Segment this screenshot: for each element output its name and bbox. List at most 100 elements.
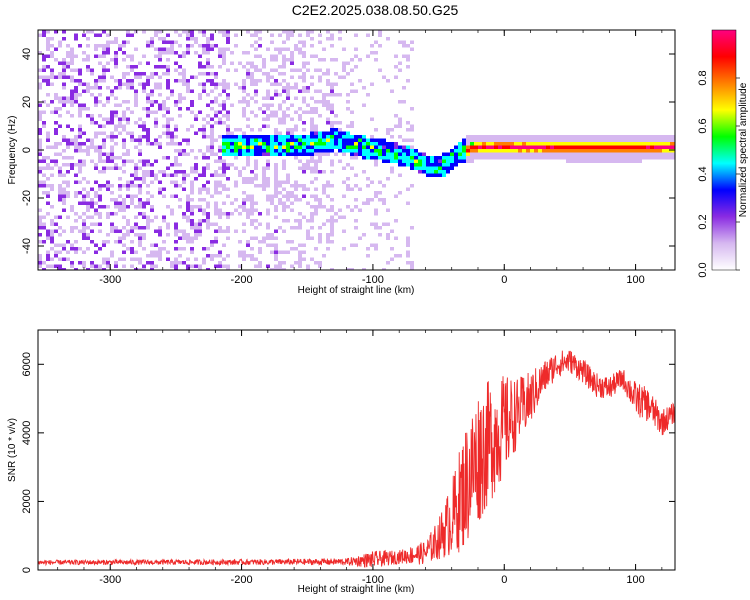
spectrogram-cell xyxy=(378,156,382,160)
spectrogram-cell xyxy=(54,107,58,111)
spectrogram-cell xyxy=(186,30,190,34)
spectrogram-cell xyxy=(434,163,438,167)
spectrogram-cell xyxy=(270,149,274,153)
spectrogram-cell xyxy=(314,107,318,111)
spectrogram-cell xyxy=(262,65,266,69)
spectrogram-cell xyxy=(410,96,414,100)
spectrogram-cell xyxy=(574,156,578,160)
spectrogram-cell xyxy=(114,65,118,69)
spectrogram-cell xyxy=(658,145,662,149)
spectrogram-cell xyxy=(394,142,398,146)
spectrogram-cell xyxy=(466,135,470,139)
spectrogram-cell xyxy=(98,205,102,209)
spectrogram-cell xyxy=(266,180,270,184)
spectrogram-cell xyxy=(406,58,410,62)
spectrogram-cell xyxy=(122,145,126,149)
spectrogram-cell xyxy=(134,257,138,261)
spectrogram-cell xyxy=(398,184,402,188)
spectrogram-cell xyxy=(70,114,74,118)
spectrogram-cell xyxy=(410,145,414,149)
spectrogram-cell xyxy=(218,30,222,34)
spectrogram-cell xyxy=(426,156,430,160)
spectrogram-cell xyxy=(294,110,298,114)
spectrogram-cell xyxy=(154,173,158,177)
spectrogram-cell xyxy=(310,194,314,198)
spectrogram-cell xyxy=(66,215,70,219)
spectrogram-cell xyxy=(486,149,490,153)
spectrogram-cell xyxy=(358,142,362,146)
spectrogram-cell xyxy=(58,72,62,76)
spectrogram-cell xyxy=(210,33,214,37)
spectrogram-cell xyxy=(370,180,374,184)
spectrogram-cell xyxy=(254,163,258,167)
spectrogram-cell xyxy=(258,250,262,254)
spectrogram-cell xyxy=(94,135,98,139)
spectrogram-cell xyxy=(66,240,70,244)
spectrogram-cell xyxy=(94,243,98,247)
spectrogram-cell xyxy=(394,54,398,58)
spectrogram-cell xyxy=(106,264,110,268)
spectrogram-cell xyxy=(630,159,634,163)
spectrogram-cell xyxy=(50,219,54,223)
spectrogram-cell xyxy=(66,44,70,48)
spectrogram-cell xyxy=(266,117,270,121)
spectrogram-cell xyxy=(38,142,42,146)
spectrogram-cell xyxy=(258,30,262,34)
spectrogram-cell xyxy=(490,145,494,149)
spectrogram-cell xyxy=(226,128,230,132)
spectrogram-cell xyxy=(186,79,190,83)
spectrogram-cell xyxy=(214,170,218,174)
spectrogram-cell xyxy=(278,93,282,97)
spectrogram-cell xyxy=(122,114,126,118)
spectrogram-cell xyxy=(250,135,254,139)
spectrogram-cell xyxy=(326,180,330,184)
spectrogram-cell xyxy=(154,159,158,163)
spectrogram-cell xyxy=(214,82,218,86)
spectrogram-cell xyxy=(670,142,674,146)
spectrogram-cell xyxy=(494,145,498,149)
spectrogram-cell xyxy=(194,131,198,135)
spectrogram-cell xyxy=(162,247,166,251)
spectrogram-cell xyxy=(210,131,214,135)
spectrogram-cell xyxy=(326,100,330,104)
spectrogram-cell xyxy=(50,173,54,177)
spectrogram-cell xyxy=(66,96,70,100)
spectrogram-cell xyxy=(46,93,50,97)
spectrogram-cell xyxy=(54,47,58,51)
spectrogram-cell xyxy=(262,187,266,191)
spectrogram-cell xyxy=(74,240,78,244)
spectrogram-cell xyxy=(258,222,262,226)
spectrogram-cell xyxy=(250,212,254,216)
spectrogram-cell xyxy=(226,187,230,191)
spectrogram-cell xyxy=(402,243,406,247)
spectrogram-cell xyxy=(638,159,642,163)
spectrogram-cell xyxy=(374,194,378,198)
spectrogram-cell xyxy=(342,149,346,153)
spectrogram-cell xyxy=(238,250,242,254)
spectrogram-cell xyxy=(558,135,562,139)
spectrogram-cell xyxy=(398,82,402,86)
spectrogram-cell xyxy=(534,135,538,139)
spectrogram-cell xyxy=(598,152,602,156)
spectrogram-cell xyxy=(314,212,318,216)
spectrogram-cell xyxy=(174,156,178,160)
spectrogram-cell xyxy=(130,65,134,69)
spectrogram-cell xyxy=(406,156,410,160)
spectrogram-cell xyxy=(490,156,494,160)
spectrogram-cell xyxy=(318,170,322,174)
spectrogram-cell xyxy=(342,96,346,100)
spectrogram-cell xyxy=(78,201,82,205)
spectrogram-cell xyxy=(546,142,550,146)
spectrogram-cell xyxy=(590,149,594,153)
spectrogram-cell xyxy=(42,54,46,58)
spectrogram-cell xyxy=(50,44,54,48)
spectrogram-cell xyxy=(294,156,298,160)
spectrogram-cell xyxy=(538,142,542,146)
spectrogram-cell xyxy=(78,93,82,97)
spectrogram-cell xyxy=(146,226,150,230)
spectrogram-cell xyxy=(274,47,278,51)
spectrogram-cell xyxy=(226,145,230,149)
spectrogram-cell xyxy=(118,58,122,62)
spectrogram-cell xyxy=(78,149,82,153)
spectrogram-cell xyxy=(626,145,630,149)
